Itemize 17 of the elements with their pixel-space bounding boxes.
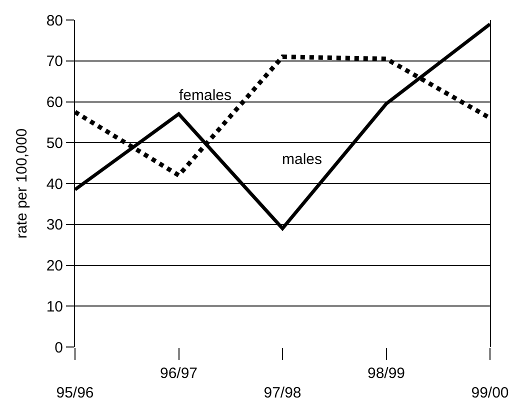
y-tick-label: 30 — [46, 216, 63, 234]
series-label: females — [179, 87, 232, 104]
series-label: males — [282, 151, 322, 168]
y-tick-label: 10 — [46, 298, 63, 316]
y-tick-label: 0 — [54, 339, 63, 356]
y-tick-label: 40 — [46, 176, 63, 193]
x-tick-label: 96/97 — [160, 365, 198, 382]
y-tick-label: 20 — [46, 258, 63, 274]
x-tick-label: 99/00 — [471, 384, 509, 402]
y-tick-label: 80 — [46, 12, 63, 30]
x-tick-label: 97/98 — [264, 384, 302, 402]
y-tick-label: 50 — [46, 134, 63, 152]
y-tick-label: 60 — [46, 94, 63, 111]
x-tick-label: 98/99 — [367, 365, 406, 382]
y-axis-title: rate per 100,000 — [14, 128, 31, 239]
y-tick-label: 70 — [46, 53, 63, 70]
x-tick-label: 95/96 — [56, 384, 94, 402]
